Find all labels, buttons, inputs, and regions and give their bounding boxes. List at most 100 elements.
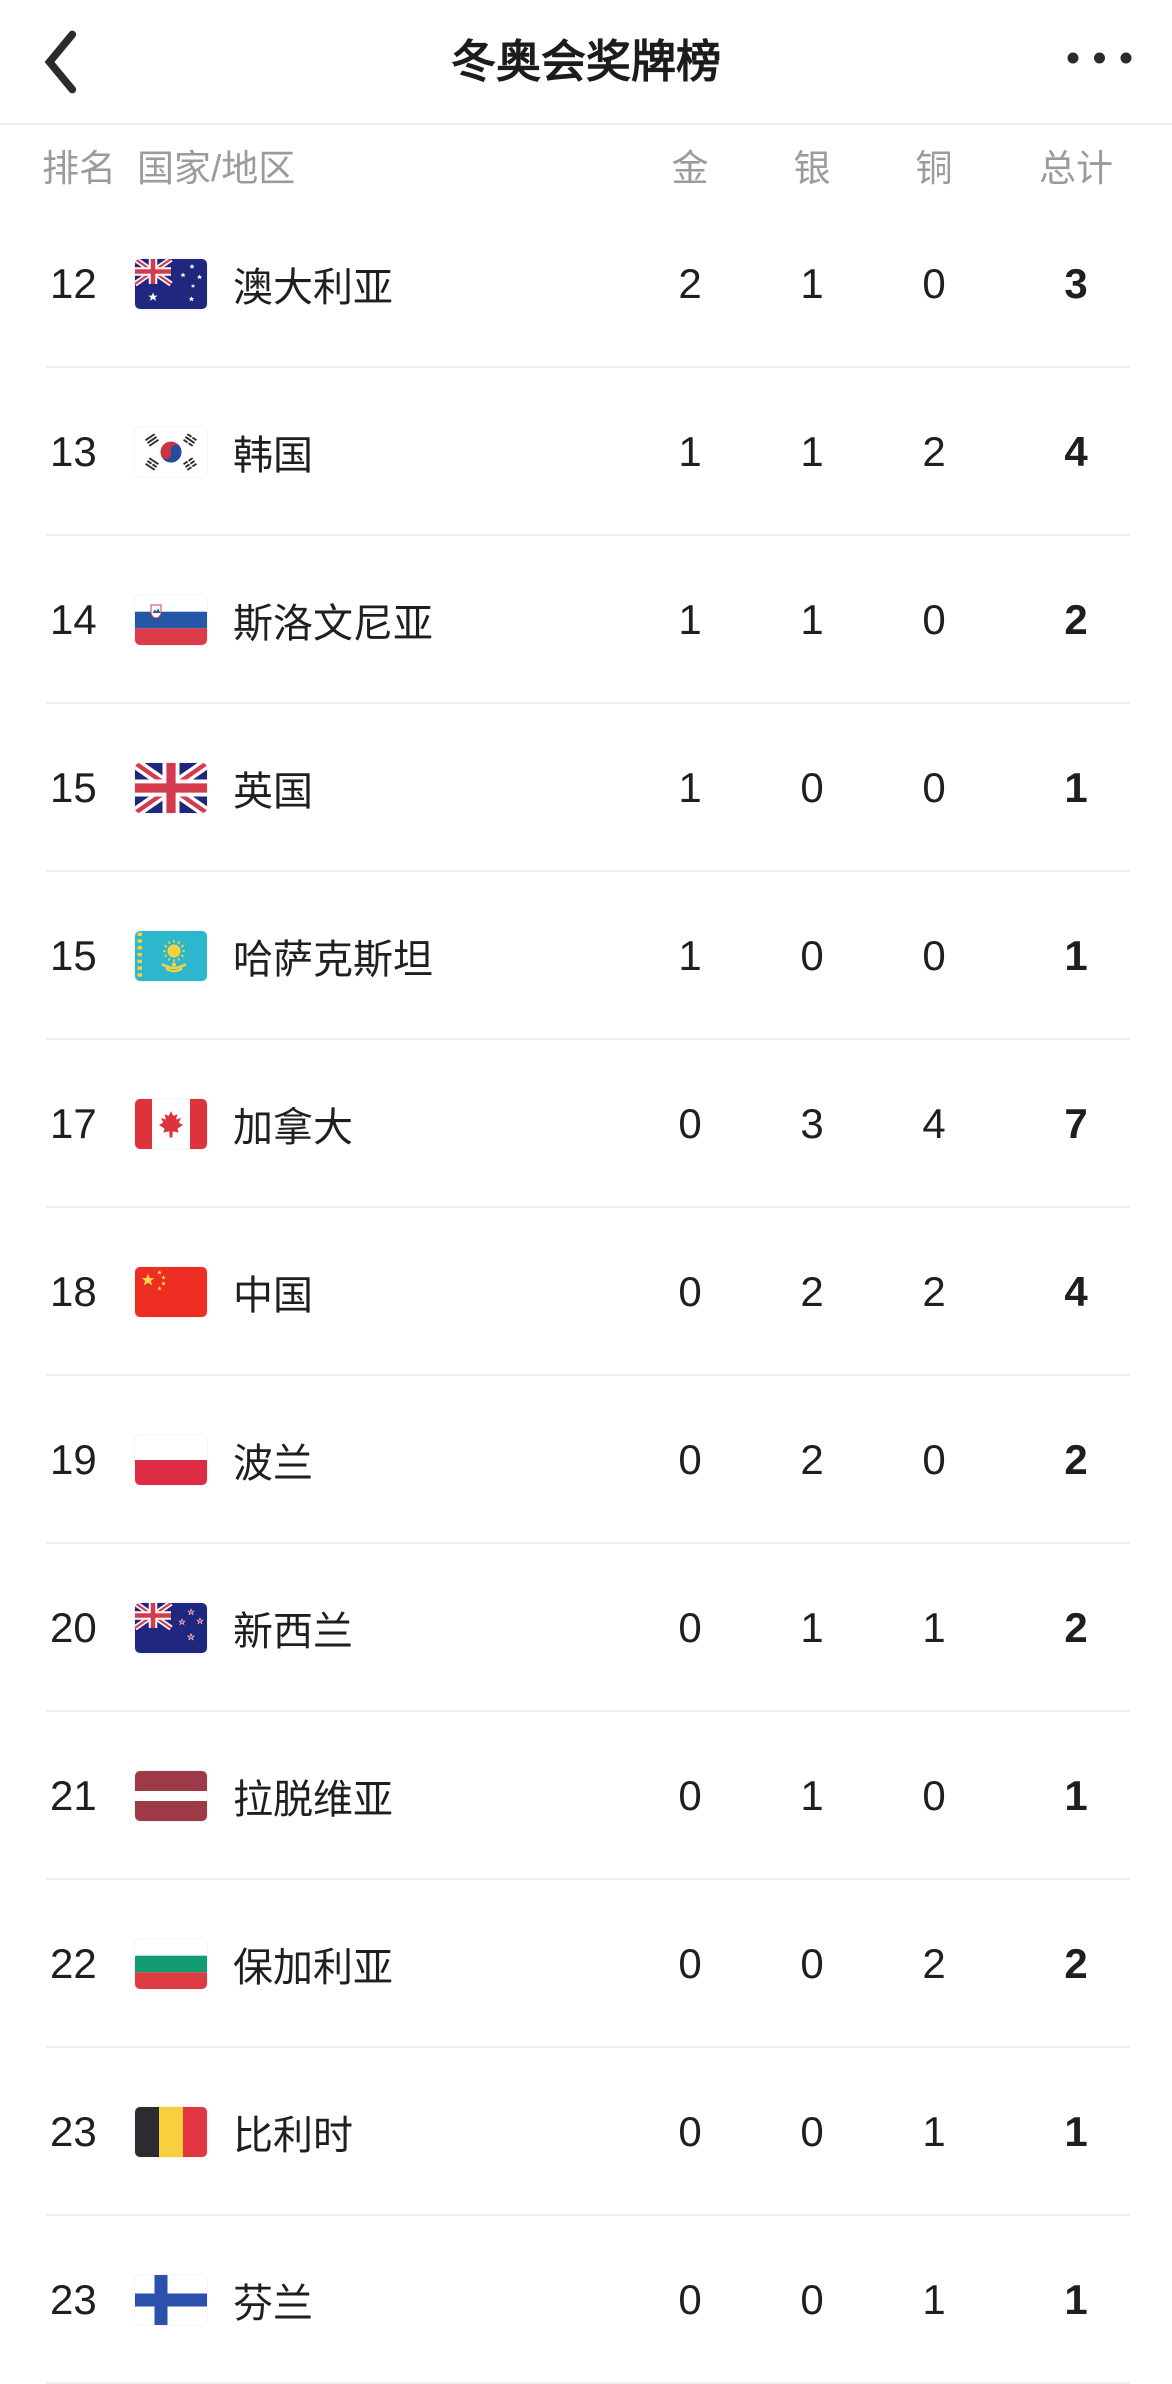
silver-count: 1 <box>800 1604 824 1651</box>
total-count: 1 <box>1064 2108 1088 2155</box>
country-name: 韩国 <box>233 434 313 478</box>
header-rank: 排名 <box>42 148 116 189</box>
total-count: 1 <box>1064 764 1088 811</box>
rank-value: 18 <box>50 1268 97 1315</box>
flag-icon-latvia <box>135 1771 207 1821</box>
rank-value: 15 <box>50 764 97 811</box>
total-count: 2 <box>1064 596 1088 643</box>
gold-count: 0 <box>678 1100 702 1147</box>
page-title: 冬奥会奖牌榜 <box>450 36 721 87</box>
nav-bar: 冬奥会奖牌榜 <box>0 0 1172 125</box>
header-silver: 银 <box>793 148 831 189</box>
flag-icon-poland <box>135 1435 207 1485</box>
flag-icon-finland <box>135 2275 207 2325</box>
rank-value: 15 <box>50 932 97 979</box>
gold-count: 0 <box>678 1604 702 1651</box>
bronze-count: 2 <box>922 1268 946 1315</box>
table-row[interactable]: 13 韩国 1 1 2 4 <box>0 368 1172 536</box>
flag-icon-kazakhstan <box>135 931 207 981</box>
header-country: 国家/地区 <box>137 148 296 189</box>
flag-icon-china <box>135 1267 207 1317</box>
silver-count: 0 <box>800 764 824 811</box>
bronze-count: 1 <box>922 1604 946 1651</box>
country-name: 斯洛文尼亚 <box>233 602 433 646</box>
gold-count: 0 <box>678 1268 702 1315</box>
flag-icon-south-korea <box>135 427 207 477</box>
rank-value: 14 <box>50 596 97 643</box>
bronze-count: 1 <box>922 2108 946 2155</box>
bronze-count: 0 <box>922 596 946 643</box>
country-name: 保加利亚 <box>233 1946 393 1990</box>
rank-value: 19 <box>50 1436 97 1483</box>
table-row[interactable]: 12 澳大利亚 2 1 0 3 <box>0 200 1172 368</box>
gold-count: 1 <box>678 764 702 811</box>
country-name: 英国 <box>233 770 313 814</box>
total-count: 4 <box>1064 428 1088 475</box>
total-count: 2 <box>1064 1436 1088 1483</box>
country-name: 芬兰 <box>233 2282 313 2326</box>
bronze-count: 2 <box>922 428 946 475</box>
total-count: 2 <box>1064 1604 1088 1651</box>
header-gold: 金 <box>671 148 709 189</box>
gold-count: 0 <box>678 2276 702 2323</box>
silver-count: 1 <box>800 428 824 475</box>
country-name: 加拿大 <box>233 1106 353 1150</box>
gold-count: 0 <box>678 1436 702 1483</box>
silver-count: 0 <box>800 2276 824 2323</box>
ellipsis-icon <box>1067 52 1132 64</box>
gold-count: 0 <box>678 1772 702 1819</box>
silver-count: 0 <box>800 2108 824 2155</box>
table-row[interactable]: 15 英国 1 0 0 1 <box>0 704 1172 872</box>
country-name: 哈萨克斯坦 <box>233 938 433 982</box>
country-name: 比利时 <box>233 2114 353 2158</box>
total-count: 4 <box>1064 1268 1088 1315</box>
total-count: 2 <box>1064 1940 1088 1987</box>
flag-icon-canada <box>135 1099 207 1149</box>
gold-count: 1 <box>678 596 702 643</box>
country-name: 拉脱维亚 <box>233 1778 393 1822</box>
gold-count: 1 <box>678 428 702 475</box>
flag-icon-australia <box>135 259 207 309</box>
bronze-count: 0 <box>922 932 946 979</box>
silver-count: 3 <box>800 1100 824 1147</box>
table-row[interactable]: 22 保加利亚 0 0 2 2 <box>0 1880 1172 2048</box>
header-total: 总计 <box>1039 148 1113 189</box>
bronze-count: 0 <box>922 260 946 307</box>
table-row[interactable]: 18 中国 0 2 2 4 <box>0 1208 1172 1376</box>
bronze-count: 0 <box>922 1772 946 1819</box>
gold-count: 2 <box>678 260 702 307</box>
bronze-count: 1 <box>922 2276 946 2323</box>
table-row[interactable]: 14 斯洛文尼亚 1 1 0 2 <box>0 536 1172 704</box>
flag-icon-belgium <box>135 2107 207 2157</box>
rank-value: 20 <box>50 1604 97 1651</box>
flag-icon-united-kingdom <box>135 763 207 813</box>
gold-count: 0 <box>678 2108 702 2155</box>
rank-value: 22 <box>50 1940 97 1987</box>
table-row[interactable]: 20 新西兰 0 1 1 2 <box>0 1544 1172 1712</box>
table-row[interactable]: 23 芬兰 0 0 1 1 <box>0 2216 1172 2384</box>
silver-count: 1 <box>800 1772 824 1819</box>
table-row[interactable]: 19 波兰 0 2 0 2 <box>0 1376 1172 1544</box>
table-row[interactable]: 15 哈萨克斯坦 1 0 0 1 <box>0 872 1172 1040</box>
total-count: 7 <box>1064 1100 1088 1147</box>
country-name: 波兰 <box>233 1442 313 1486</box>
chevron-left-icon <box>44 30 77 94</box>
bronze-count: 2 <box>922 1940 946 1987</box>
table-header-row: 排名 国家/地区 金 银 铜 总计 <box>0 125 1172 200</box>
silver-count: 1 <box>800 260 824 307</box>
rank-value: 13 <box>50 428 97 475</box>
flag-icon-slovenia <box>135 595 207 645</box>
silver-count: 2 <box>800 1268 824 1315</box>
table-row[interactable]: 21 拉脱维亚 0 1 0 1 <box>0 1712 1172 1880</box>
bronze-count: 0 <box>922 1436 946 1483</box>
rank-value: 21 <box>50 1772 97 1819</box>
total-count: 1 <box>1064 932 1088 979</box>
back-button[interactable] <box>22 12 98 112</box>
silver-count: 2 <box>800 1436 824 1483</box>
rank-value: 17 <box>50 1100 97 1147</box>
table-row[interactable]: 17 加拿大 0 3 4 7 <box>0 1040 1172 1208</box>
table-row[interactable]: 23 比利时 0 0 1 1 <box>0 2048 1172 2216</box>
total-count: 1 <box>1064 1772 1088 1819</box>
more-button[interactable] <box>1052 26 1132 90</box>
